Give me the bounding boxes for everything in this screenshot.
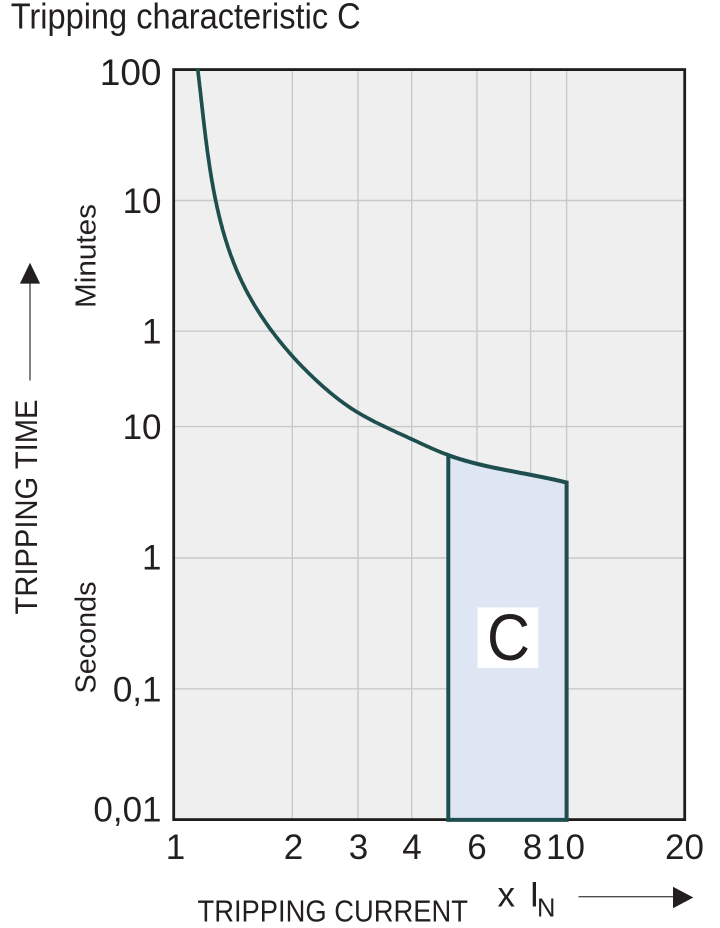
svg-text:6: 6 [467,828,486,867]
svg-text:10: 10 [123,182,162,221]
svg-text:0,01: 0,01 [93,791,161,830]
svg-text:1: 1 [142,539,161,578]
svg-text:10: 10 [546,828,585,867]
svg-text:C: C [487,600,530,674]
svg-text:100: 100 [100,52,162,93]
svg-text:TRIPPING CURRENT: TRIPPING CURRENT [198,894,469,928]
svg-text:4: 4 [402,828,421,867]
svg-text:1: 1 [142,313,161,352]
svg-text:Tripping characteristic C: Tripping characteristic C [11,0,361,37]
svg-text:N: N [537,895,555,923]
svg-text:I: I [530,876,540,915]
svg-text:10: 10 [123,408,162,447]
svg-text:x: x [498,876,516,915]
svg-text:Minutes: Minutes [71,204,103,308]
svg-text:TRIPPING TIME: TRIPPING TIME [8,400,44,615]
svg-text:2: 2 [284,828,303,867]
svg-text:1: 1 [166,828,185,867]
svg-text:20: 20 [665,828,704,867]
svg-text:0,1: 0,1 [113,671,162,710]
svg-text:8: 8 [523,828,542,867]
svg-text:Seconds: Seconds [71,582,103,694]
svg-text:3: 3 [349,828,368,867]
